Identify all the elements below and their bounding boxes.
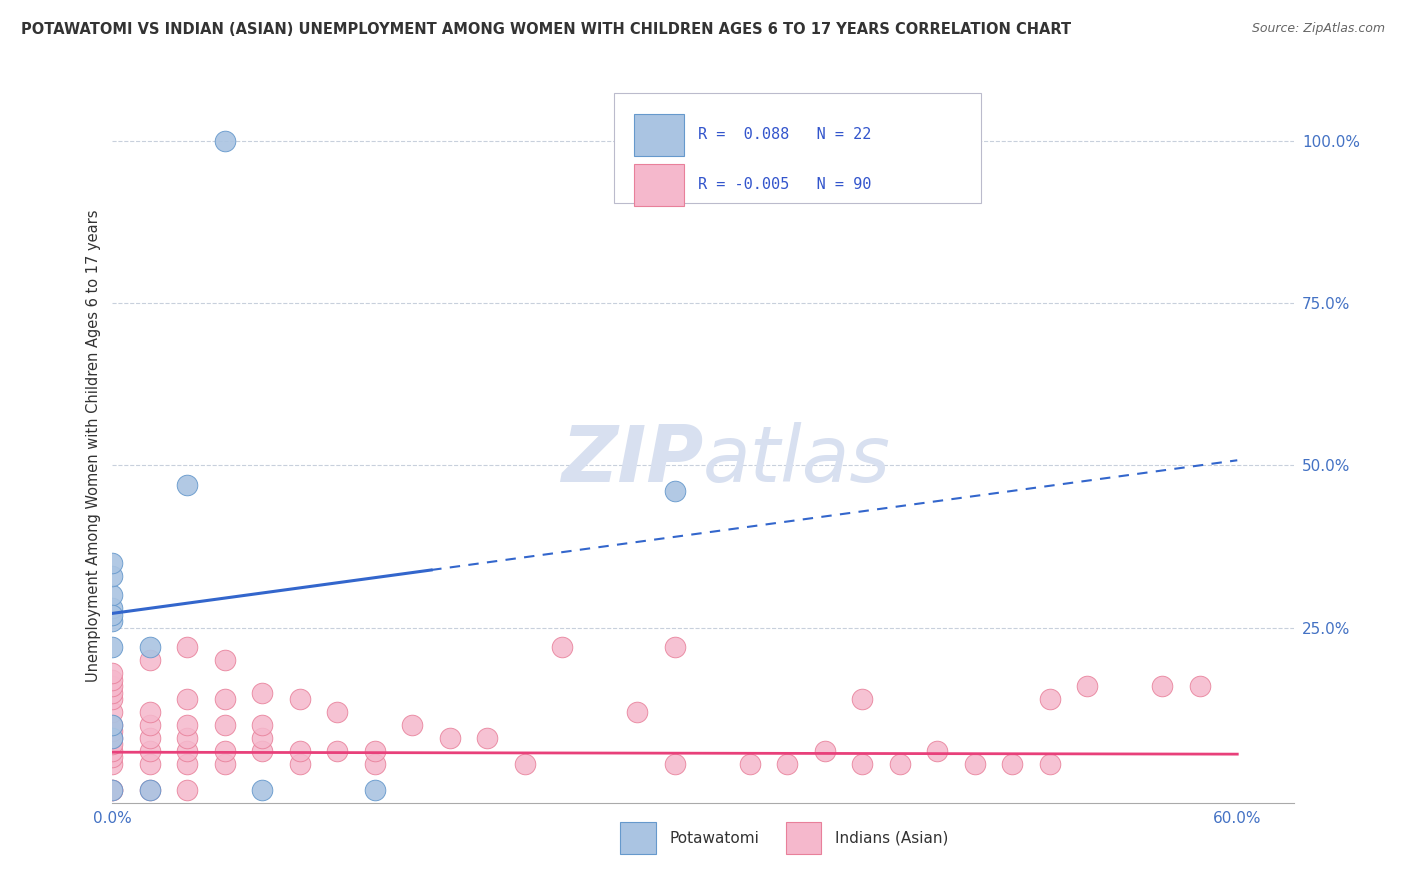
FancyBboxPatch shape — [786, 822, 821, 855]
Point — [963, 756, 986, 771]
Point — [101, 640, 124, 654]
Text: R = -0.005   N = 90: R = -0.005 N = 90 — [699, 178, 872, 193]
Point — [1039, 756, 1062, 771]
Point — [1001, 756, 1024, 771]
Point — [139, 782, 162, 797]
Text: ZIP: ZIP — [561, 422, 703, 499]
Point — [214, 756, 236, 771]
Y-axis label: Unemployment Among Women with Children Ages 6 to 17 years: Unemployment Among Women with Children A… — [86, 210, 101, 682]
Point — [664, 484, 686, 499]
Point — [626, 705, 648, 719]
Point — [139, 653, 162, 667]
Point — [1152, 679, 1174, 693]
Point — [288, 744, 311, 758]
Point — [252, 731, 274, 745]
Text: Potawatomi: Potawatomi — [669, 830, 759, 846]
Point — [101, 692, 124, 706]
Point — [288, 692, 311, 706]
Point — [101, 568, 124, 582]
Point — [288, 756, 311, 771]
Point — [814, 744, 837, 758]
Point — [139, 731, 162, 745]
Text: Source: ZipAtlas.com: Source: ZipAtlas.com — [1251, 22, 1385, 36]
Point — [401, 718, 423, 732]
Point — [439, 731, 461, 745]
Point — [101, 679, 124, 693]
Point — [176, 782, 198, 797]
Text: R =  0.088   N = 22: R = 0.088 N = 22 — [699, 128, 872, 143]
Point — [551, 640, 574, 654]
Point — [139, 718, 162, 732]
Point — [101, 666, 124, 681]
FancyBboxPatch shape — [634, 164, 685, 205]
Point — [101, 782, 124, 797]
Point — [664, 640, 686, 654]
Point — [101, 556, 124, 570]
Point — [214, 692, 236, 706]
Point — [326, 744, 349, 758]
Point — [101, 588, 124, 602]
Point — [139, 705, 162, 719]
Point — [252, 718, 274, 732]
Point — [139, 756, 162, 771]
Point — [1188, 679, 1211, 693]
Point — [176, 731, 198, 745]
Point — [927, 744, 949, 758]
Point — [101, 756, 124, 771]
Point — [139, 782, 162, 797]
Point — [139, 640, 162, 654]
Point — [364, 744, 387, 758]
Point — [252, 685, 274, 699]
Point — [776, 756, 799, 771]
Point — [101, 614, 124, 628]
Point — [176, 692, 198, 706]
Point — [101, 731, 124, 745]
Point — [214, 718, 236, 732]
Point — [889, 756, 911, 771]
Point — [139, 744, 162, 758]
Point — [1076, 679, 1098, 693]
Point — [851, 756, 873, 771]
Point — [101, 705, 124, 719]
Point — [176, 756, 198, 771]
Point — [252, 782, 274, 797]
Point — [101, 750, 124, 764]
FancyBboxPatch shape — [634, 114, 685, 155]
Point — [101, 607, 124, 622]
Point — [101, 718, 124, 732]
Point — [477, 731, 499, 745]
Point — [176, 478, 198, 492]
Point — [738, 756, 761, 771]
Point — [101, 744, 124, 758]
Point — [1039, 692, 1062, 706]
Point — [101, 685, 124, 699]
Point — [101, 673, 124, 687]
Point — [176, 718, 198, 732]
Point — [664, 756, 686, 771]
Text: POTAWATOMI VS INDIAN (ASIAN) UNEMPLOYMENT AMONG WOMEN WITH CHILDREN AGES 6 TO 17: POTAWATOMI VS INDIAN (ASIAN) UNEMPLOYMEN… — [21, 22, 1071, 37]
Point — [214, 744, 236, 758]
Point — [101, 601, 124, 615]
FancyBboxPatch shape — [614, 93, 980, 203]
Point — [101, 782, 124, 797]
Point — [214, 653, 236, 667]
Point — [176, 640, 198, 654]
Point — [176, 744, 198, 758]
Point — [101, 782, 124, 797]
Point — [364, 756, 387, 771]
Point — [364, 782, 387, 797]
Text: Indians (Asian): Indians (Asian) — [835, 830, 949, 846]
Point — [101, 731, 124, 745]
Point — [101, 718, 124, 732]
Point — [101, 724, 124, 739]
Text: atlas: atlas — [703, 422, 891, 499]
Point — [513, 756, 536, 771]
Point — [252, 744, 274, 758]
Point — [214, 134, 236, 148]
Point — [851, 692, 873, 706]
FancyBboxPatch shape — [620, 822, 655, 855]
Point — [326, 705, 349, 719]
Point — [101, 738, 124, 752]
